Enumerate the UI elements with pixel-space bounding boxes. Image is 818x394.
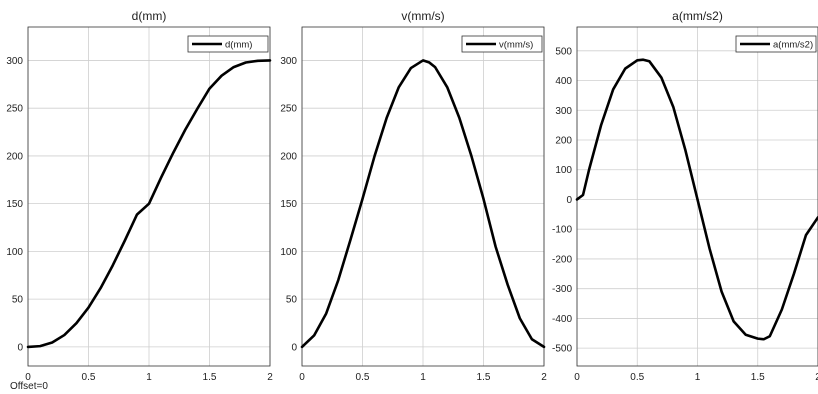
y-tick-label-3-3: -200 [552,254,572,265]
x-tick-label-3-3: 1.5 [751,372,765,383]
x-tick-label-2-3: 1.5 [477,372,491,383]
y-tick-label-3-10: 500 [555,46,572,57]
y-tick-label-1-0: 0 [17,342,23,353]
y-tick-label-1-3: 150 [6,199,23,210]
y-tick-label-3-9: 400 [555,76,572,87]
x-tick-label-3-2: 1 [695,372,701,383]
x-tick-label-1-4: 2 [267,372,273,383]
y-tick-label-1-6: 300 [6,56,23,67]
x-tick-label-1-0: 0 [25,372,31,383]
y-tick-label-1-1: 50 [12,295,24,306]
legend-label-3: a(mm/s2) [773,40,813,51]
x-tick-label-2-4: 2 [541,372,547,383]
y-tick-label-2-6: 300 [280,56,297,67]
legend-label-2: v(mm/s) [499,40,533,51]
series-line-1-0 [26,59,272,349]
x-tick-label-1-3: 1.5 [203,372,217,383]
y-tick-label-3-4: -100 [552,225,572,236]
y-tick-label-2-4: 200 [280,151,297,162]
x-tick-label-2-1: 0.5 [356,372,370,383]
chart-title-2: v(mm/s) [401,9,444,23]
y-tick-label-2-1: 50 [286,295,298,306]
y-tick-label-1-5: 250 [6,104,23,115]
y-tick-label-3-0: -500 [552,344,572,355]
y-tick-label-2-0: 0 [291,342,297,353]
y-tick-label-3-2: -300 [552,284,572,295]
legend-box-2 [461,35,543,53]
chart-title-1: d(mm) [132,9,167,23]
x-tick-label-1-2: 1 [146,372,152,383]
plot-frame-1 [27,26,271,367]
x-tick-label-1-1: 0.5 [82,372,96,383]
offset-label: Offset=0 [10,381,48,392]
x-tick-label-3-1: 0.5 [630,372,644,383]
plot-frame-2 [301,26,545,367]
y-tick-label-2-3: 150 [280,199,297,210]
y-tick-label-2-2: 100 [280,247,297,258]
y-tick-label-1-4: 200 [6,151,23,162]
y-tick-label-3-1: -400 [552,314,572,325]
y-tick-label-1-2: 100 [6,247,23,258]
plot-frame-3 [576,26,818,367]
legend-box-1 [187,35,269,53]
y-tick-label-2-5: 250 [280,104,297,115]
y-tick-label-3-8: 300 [555,106,572,117]
series-line-2-0 [300,59,546,349]
x-tick-label-3-0: 0 [574,372,580,383]
y-tick-label-3-6: 100 [555,165,572,176]
series-line-3-0 [575,58,818,341]
y-tick-label-3-5: 0 [566,195,572,206]
legend-box-3 [735,35,817,53]
x-tick-label-2-2: 1 [420,372,426,383]
x-tick-label-3-4: 2 [815,372,818,383]
chart-title-3: a(mm/s2) [672,9,723,23]
y-tick-label-3-7: 200 [555,136,572,147]
legend-label-1: d(mm) [225,40,252,51]
x-tick-label-2-0: 0 [299,372,305,383]
